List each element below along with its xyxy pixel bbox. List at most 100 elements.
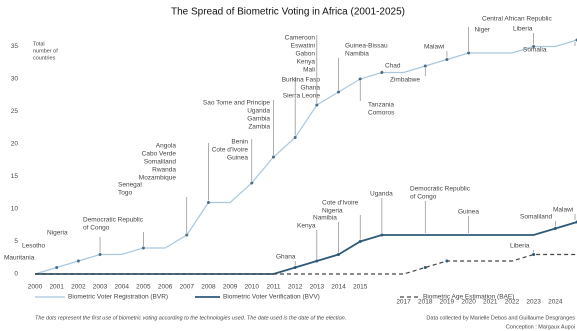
y-tick-label: 35 bbox=[11, 43, 19, 50]
y-tick-label: 15 bbox=[11, 173, 19, 180]
annotation: Guinea bbox=[458, 209, 479, 216]
annotation: Malawi bbox=[424, 44, 444, 51]
annotation: Senegal bbox=[118, 182, 142, 189]
annotation: Namibia bbox=[345, 51, 369, 58]
first-use-dot bbox=[532, 45, 536, 48]
y-tick-label: 10 bbox=[11, 206, 19, 213]
first-use-dot bbox=[380, 233, 384, 237]
annotation: Liberia bbox=[513, 26, 533, 33]
first-use-dot bbox=[358, 77, 362, 81]
annotation: Guinea bbox=[227, 155, 248, 162]
annotation: Burkina Faso bbox=[282, 77, 321, 84]
first-use-dot bbox=[467, 51, 471, 55]
first-use-dot bbox=[358, 240, 362, 243]
y-tick-label: 5 bbox=[14, 238, 18, 245]
x-tick-label: 2010 bbox=[245, 284, 260, 291]
x-tick-label: 2006 bbox=[158, 284, 173, 291]
series-line bbox=[35, 221, 577, 275]
x-tick-label: 2015 bbox=[353, 284, 368, 291]
first-use-dot bbox=[380, 71, 384, 74]
first-use-dot bbox=[532, 253, 536, 256]
x-tick-label: 2020 bbox=[461, 299, 476, 306]
first-use-dot bbox=[337, 253, 341, 256]
first-use-dot bbox=[76, 259, 80, 263]
x-tick-label: 2024 bbox=[548, 299, 563, 306]
annotation: Sierra Leone bbox=[283, 93, 321, 100]
annotation: Uganda bbox=[247, 108, 270, 115]
annotation: Uganda bbox=[370, 191, 393, 198]
first-use-dot bbox=[293, 266, 297, 269]
annotation: Namibia bbox=[313, 215, 337, 222]
x-tick-label: 2007 bbox=[180, 284, 195, 291]
y-tick-label: 30 bbox=[11, 76, 19, 83]
annotation: Zimbabwe bbox=[390, 77, 420, 84]
first-use-dot bbox=[55, 266, 59, 269]
y-axis-label: Total bbox=[33, 41, 45, 47]
y-axis-label: countries bbox=[33, 55, 56, 61]
annotation: Cameroon bbox=[285, 35, 316, 42]
y-tick-label: 25 bbox=[11, 108, 19, 115]
annotation: Central African Republic bbox=[482, 16, 552, 23]
annotation: Niger bbox=[474, 27, 490, 34]
annotation: Lesotho bbox=[22, 243, 46, 250]
first-use-dot bbox=[423, 64, 427, 68]
annotation: Rwanda bbox=[152, 167, 176, 174]
x-tick-label: 2012 bbox=[288, 284, 303, 291]
first-use-dot bbox=[315, 259, 319, 263]
x-tick-label: 2023 bbox=[526, 299, 541, 306]
x-tick-label: 2003 bbox=[93, 284, 108, 291]
first-use-dot bbox=[445, 58, 449, 61]
x-tick-label: 2021 bbox=[483, 299, 498, 306]
x-tick-label: 2009 bbox=[223, 284, 238, 291]
legend-label: Biometric Voter Registration (BVR) bbox=[68, 294, 168, 301]
annotation: Cote d'Ivoire bbox=[322, 200, 359, 207]
credit: Conception : Margaux Aupoi bbox=[506, 324, 575, 330]
annotation: Somaliland bbox=[520, 214, 553, 221]
credit: Data collected by Marielle Debos and Gui… bbox=[426, 315, 575, 321]
annotation: of Congo bbox=[410, 194, 437, 201]
annotation: Gambia bbox=[247, 116, 270, 123]
annotation: Democratic Republic bbox=[410, 186, 471, 193]
first-use-dot bbox=[250, 181, 254, 185]
annotation: Kenya bbox=[297, 59, 316, 66]
x-tick-label: 2008 bbox=[201, 284, 216, 291]
first-use-dot bbox=[423, 266, 427, 269]
legend-label: Biometric Voter Verification (BVV) bbox=[223, 294, 320, 301]
annotation: Cote d'Ivoire bbox=[212, 147, 249, 154]
annotation: Democratic Republic bbox=[83, 217, 144, 224]
annotation: Angola bbox=[156, 143, 177, 150]
annotation: Eswatini bbox=[291, 43, 315, 50]
first-use-dot bbox=[293, 136, 297, 139]
y-tick-label: 0 bbox=[14, 271, 18, 278]
first-use-dot bbox=[141, 246, 145, 250]
annotation: Mali bbox=[303, 67, 315, 74]
x-tick-label: 2011 bbox=[266, 284, 280, 291]
annotation: Ghana bbox=[300, 85, 320, 92]
chart-title: The Spread of Biometric Voting in Africa… bbox=[171, 7, 405, 18]
x-tick-label: 2001 bbox=[49, 284, 64, 291]
legend-label: Biometric Age Estimation (BAE) bbox=[423, 294, 514, 301]
first-use-dot bbox=[206, 201, 210, 204]
annotation: of Congo bbox=[83, 225, 110, 232]
annotation: Benin bbox=[231, 139, 248, 146]
annotation: Mozambique bbox=[139, 175, 177, 182]
x-tick-label: 2017 bbox=[396, 299, 411, 306]
x-tick-label: 2018 bbox=[418, 299, 433, 306]
annotation: Ghana bbox=[276, 254, 296, 261]
annotation: Cabo Verde bbox=[142, 151, 177, 158]
x-tick-label: 2004 bbox=[114, 284, 129, 291]
annotation: Somalia bbox=[523, 47, 547, 54]
annotation: Somaliland bbox=[144, 159, 177, 166]
annotation: Malawi bbox=[553, 207, 573, 214]
annotation: Comoros bbox=[368, 110, 395, 117]
first-use-dot bbox=[315, 103, 319, 107]
y-axis-label: number of bbox=[33, 48, 58, 54]
first-use-dot bbox=[445, 259, 449, 263]
annotation: Kenya bbox=[297, 223, 316, 230]
x-tick-label: 2005 bbox=[136, 284, 151, 291]
x-tick-label: 2013 bbox=[310, 284, 325, 291]
annotation: Nigeria bbox=[47, 230, 68, 237]
annotation: Chad bbox=[385, 63, 401, 70]
x-tick-label: 2014 bbox=[331, 284, 346, 291]
